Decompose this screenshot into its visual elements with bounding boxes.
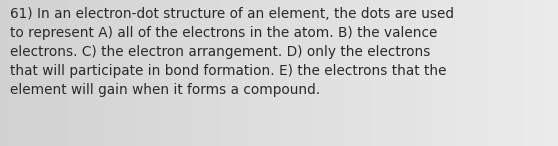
Text: 61) In an electron-dot structure of an element, the dots are used
to represent A: 61) In an electron-dot structure of an e… <box>10 7 454 97</box>
